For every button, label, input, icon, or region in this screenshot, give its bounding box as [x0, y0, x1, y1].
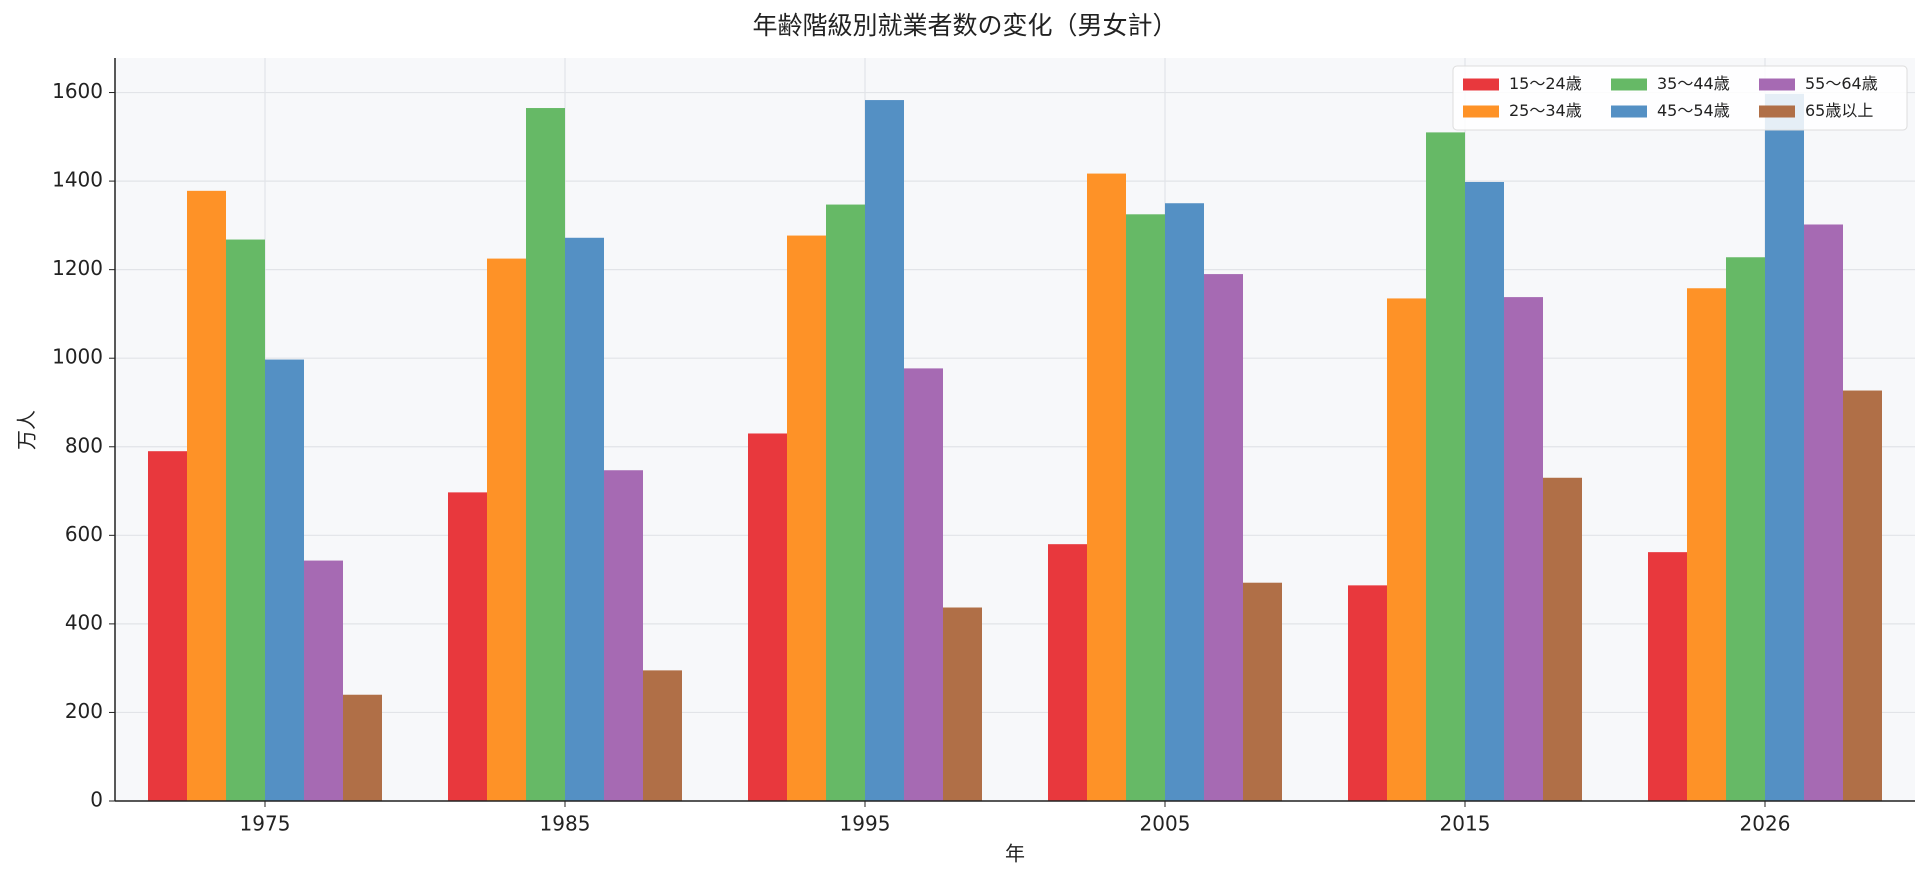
legend-label: 55〜64歳: [1805, 74, 1878, 93]
bar: [1348, 585, 1387, 801]
bar: [1243, 582, 1282, 801]
bar: [1687, 288, 1726, 801]
bar: [826, 204, 865, 801]
x-tick-label: 1975: [240, 812, 291, 836]
x-tick-label: 2015: [1440, 812, 1491, 836]
y-tick-label: 1000: [52, 345, 103, 369]
legend-swatch: [1759, 105, 1795, 118]
legend-label: 45〜54歳: [1657, 101, 1730, 120]
legend-label: 65歳以上: [1805, 101, 1873, 120]
legend-swatch: [1463, 78, 1499, 91]
bar: [748, 433, 787, 801]
bar: [1048, 544, 1087, 801]
legend-swatch: [1759, 78, 1795, 91]
y-tick-label: 1600: [52, 79, 103, 103]
legend-label: 25〜34歳: [1509, 101, 1582, 120]
x-tick-label: 2005: [1140, 812, 1191, 836]
y-tick-label: 800: [65, 433, 103, 457]
bar: [1804, 224, 1843, 802]
y-tick-label: 0: [90, 788, 103, 812]
bar: [1843, 390, 1882, 801]
bar: [1204, 274, 1243, 801]
legend-label: 35〜44歳: [1657, 74, 1730, 93]
bar: [265, 359, 304, 801]
legend-label: 15〜24歳: [1509, 74, 1582, 93]
bar: [226, 239, 265, 801]
bar: [1126, 214, 1165, 801]
bar: [487, 258, 526, 801]
bar: [187, 190, 226, 801]
chart-title: 年齢階級別就業者数の変化（男女計）: [752, 11, 1177, 40]
bar: [565, 237, 604, 802]
bar: [1165, 203, 1204, 801]
bar: [604, 470, 643, 801]
legend: 15〜24歳 25〜34歳 35〜44歳 45〜54歳 55〜64歳 65歳以上: [1452, 65, 1908, 131]
bar: [304, 560, 343, 801]
y-tick-label: 1400: [52, 168, 103, 192]
bar: [148, 451, 187, 801]
bar: [787, 235, 826, 801]
legend-swatch: [1611, 78, 1647, 91]
bar: [1648, 552, 1687, 801]
bar: [448, 492, 487, 801]
y-tick-label: 200: [65, 699, 103, 723]
x-tick-label: 2026: [1740, 812, 1791, 836]
bar: [904, 368, 943, 801]
bar: [1426, 132, 1465, 802]
y-axis-label: 万人: [15, 410, 39, 450]
x-tick-label: 1995: [840, 812, 891, 836]
bar: [865, 100, 904, 802]
legend-swatch: [1611, 105, 1647, 118]
bar: [1765, 93, 1804, 802]
bar: [943, 607, 982, 801]
y-tick-label: 1200: [52, 256, 103, 280]
bar: [643, 670, 682, 801]
bar: [1087, 173, 1126, 801]
x-tick-label: 1985: [540, 812, 591, 836]
bar: [1726, 257, 1765, 801]
bar: [1465, 181, 1504, 801]
bar: [343, 694, 382, 801]
legend-swatch: [1463, 105, 1499, 118]
bar: [526, 108, 565, 802]
y-tick-label: 400: [65, 610, 103, 634]
bar: [1543, 477, 1582, 801]
bar: [1387, 298, 1426, 801]
plot-area: [115, 58, 1915, 801]
y-tick-label: 600: [65, 522, 103, 546]
x-axis-label: 年: [1005, 842, 1025, 866]
bar: [1504, 297, 1543, 801]
